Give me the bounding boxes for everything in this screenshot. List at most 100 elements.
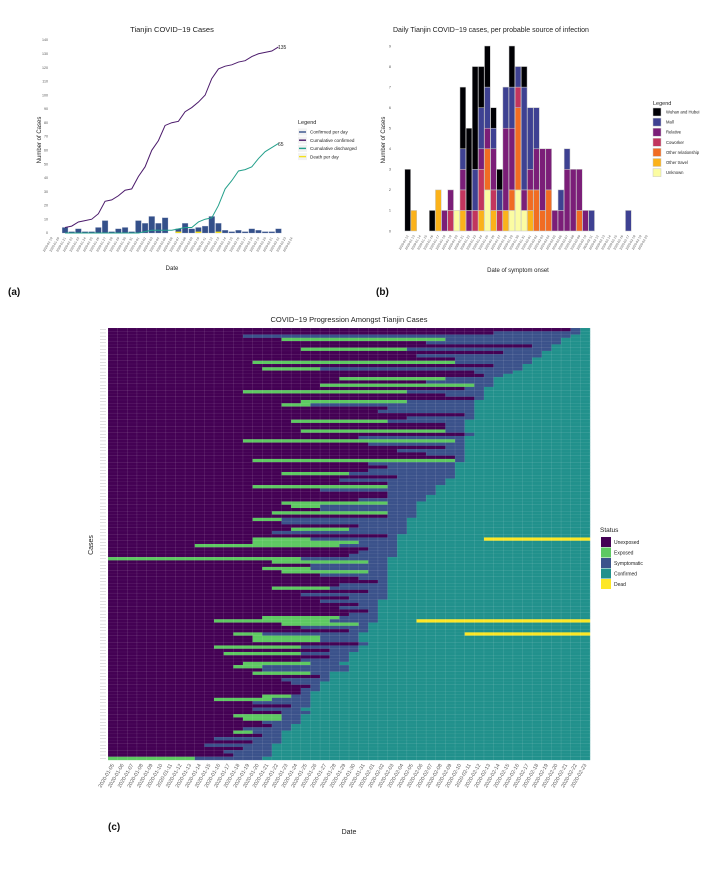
case-row: [108, 419, 591, 424]
case-row: [108, 544, 591, 548]
legend-label: Cumulative discharged: [310, 146, 357, 151]
cell-symptomatic: [349, 629, 369, 633]
cell-unexposed: [108, 478, 340, 482]
cell-confirmed: [464, 439, 591, 443]
case-row: [108, 406, 591, 410]
y-tick-label: 3: [389, 168, 391, 172]
cell-confirmed: [406, 527, 591, 532]
cell-confirmed: [387, 560, 591, 564]
bar-segment-relative: [465, 210, 473, 232]
cell-unexposed: [108, 514, 388, 518]
bar-confirmed-per-day: [275, 228, 282, 234]
cell-confirmed: [416, 514, 591, 518]
bar-segment-mall: [521, 86, 528, 191]
y-tick-label: 130: [42, 52, 48, 56]
cell-exposed: [223, 652, 301, 656]
y-tick-label: 0: [46, 231, 48, 235]
x-tick-label: 2020-02-17: [235, 236, 247, 252]
cell-confirmed: [455, 465, 591, 469]
cell-confirmed: [455, 475, 591, 479]
cell-unexposed: [108, 648, 330, 653]
cell-confirmed: [368, 622, 591, 626]
bar-confirmed-per-day: [208, 216, 215, 234]
cell-unexposed: [108, 462, 369, 466]
bar-confirmed-per-day: [61, 227, 69, 234]
cell-exposed: [214, 619, 330, 623]
case-row: [108, 491, 591, 496]
case-row: [108, 671, 591, 676]
cell-symptomatic: [358, 576, 388, 581]
case-row: [108, 593, 591, 597]
case-row: [108, 331, 591, 335]
chart-a-xlabel: Date: [166, 266, 179, 272]
bar-confirmed-per-day: [95, 227, 102, 234]
case-row: [108, 629, 591, 633]
case-row: [108, 504, 591, 509]
cell-symptomatic: [300, 625, 369, 630]
cell-symptomatic: [387, 481, 446, 486]
cell-confirmed: [435, 491, 591, 496]
bar-segment-wuhan-and-hubei: [478, 66, 485, 108]
cell-unexposed: [108, 586, 273, 590]
cell-symptomatic: [320, 674, 330, 679]
cell-confirmed: [300, 707, 591, 712]
x-tick-label: 2020-01-16: [422, 234, 434, 250]
case-row: [108, 501, 591, 505]
cell-unexposed: [108, 671, 253, 676]
cell-unexposed: [108, 452, 427, 456]
bar-segment-other-relationship: [514, 107, 522, 191]
case-row: [108, 553, 591, 558]
bar-segment-other-travel: [490, 210, 497, 232]
bar-segment-mall: [502, 86, 509, 129]
cell-symptomatic: [377, 409, 475, 414]
cell-confirmed: [387, 573, 591, 577]
cell-confirmed: [522, 367, 591, 371]
x-tick-label: 2020-01-25: [478, 234, 490, 250]
bar-confirmed-per-day: [115, 228, 122, 234]
bar-segment-mall: [508, 86, 516, 129]
case-row: [108, 383, 591, 388]
cell-unexposed: [108, 740, 253, 744]
cell-confirmed: [349, 655, 591, 659]
bar-confirmed-per-day: [255, 230, 262, 234]
cell-confirmed: [310, 694, 591, 698]
x-tick-label: 2020-02-13: [594, 234, 606, 250]
case-row: [108, 465, 591, 469]
cell-confirmed: [445, 478, 591, 482]
cell-confirmed: [483, 386, 591, 391]
cell-unexposed: [108, 534, 388, 538]
case-row: [108, 537, 591, 541]
cell-symptomatic: [320, 638, 359, 643]
cell-symptomatic: [242, 727, 292, 731]
x-tick-label: 2020-02-09: [182, 236, 194, 252]
cell-unexposed: [108, 576, 359, 581]
cell-confirmed: [397, 534, 591, 538]
cell-confirmed: [377, 616, 591, 620]
bar-confirmed-per-day: [75, 228, 82, 234]
cell-confirmed: [522, 364, 591, 368]
cell-symptomatic: [291, 681, 321, 685]
y-tick-label: 70: [44, 135, 48, 139]
cell-unexposed: [108, 406, 388, 410]
bar-segment-other-relationship: [539, 210, 546, 232]
cell-unexposed: [108, 511, 273, 515]
cell-unexposed: [108, 468, 369, 473]
cell-symptomatic: [300, 652, 350, 656]
cell-symptomatic: [445, 393, 485, 397]
cell-symptomatic: [445, 426, 465, 430]
case-row: [108, 606, 591, 610]
chart-a-legend-title: Legend: [298, 120, 316, 126]
case-row: [108, 357, 591, 361]
cell-exposed: [242, 717, 282, 721]
legend-label: Other travel: [666, 160, 688, 165]
y-tick-label: 120: [42, 66, 48, 70]
cell-unexposed: [108, 691, 301, 695]
cell-unexposed: [108, 540, 253, 545]
y-tick-label: 0: [389, 229, 391, 233]
cell-symptomatic: [368, 560, 388, 564]
x-tick-label: 2020-01-22: [62, 236, 74, 252]
cell-confirmed: [397, 550, 591, 554]
cell-symptomatic: [310, 537, 398, 541]
legend-label: Unexposed: [614, 540, 640, 546]
case-row: [108, 566, 591, 571]
